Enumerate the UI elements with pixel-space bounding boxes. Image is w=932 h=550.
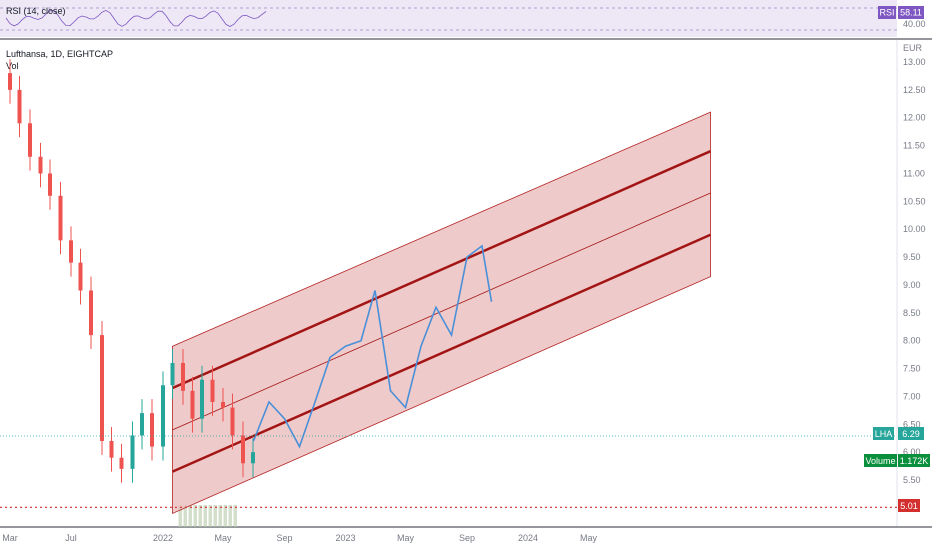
candle-body — [170, 362, 175, 386]
time-tick: Mar — [2, 533, 18, 543]
candle-body — [48, 173, 52, 196]
rsi-label: RSI (14, close) — [6, 6, 66, 16]
time-tick: May — [580, 533, 598, 543]
rsi-value-box — [898, 6, 924, 19]
candle-body — [119, 457, 124, 469]
time-tick: May — [397, 533, 415, 543]
volume-bar — [188, 505, 192, 527]
price-tick: 11.00 — [903, 169, 925, 179]
last-price-box — [898, 427, 924, 440]
price-tick: 13.00 — [903, 57, 926, 67]
volume-bar — [218, 505, 222, 527]
price-tick: 6.00 — [903, 447, 921, 457]
price-axis-unit: EUR — [903, 43, 923, 53]
candle-body — [251, 452, 255, 464]
candle-body — [230, 407, 235, 436]
candlestick-series — [8, 59, 255, 483]
symbol-tag: LHA — [875, 429, 893, 439]
volume-tag: Volume — [865, 456, 895, 466]
volume-bars — [178, 505, 237, 527]
volume-bar — [198, 505, 202, 527]
price-tick: 5.50 — [903, 475, 921, 485]
time-tick: Jul — [65, 533, 77, 543]
price-tick: 7.50 — [903, 364, 921, 374]
price-tick: 6.50 — [903, 419, 921, 429]
volume-bar — [208, 505, 212, 527]
volume-bar — [213, 505, 217, 527]
candle-body — [181, 362, 185, 391]
symbol-tag-box — [873, 427, 894, 440]
rsi-line — [5, 9, 267, 27]
candle-body — [190, 390, 195, 419]
last-price-badges: LHA 6.29 Volume 1.172K 5.01 — [864, 427, 930, 512]
candle-body — [161, 385, 165, 447]
candle-body — [100, 335, 104, 441]
volume-tag-box — [864, 454, 897, 467]
candle-body — [17, 89, 22, 124]
volume-label: Vol — [6, 61, 19, 71]
time-tick: 2022 — [153, 533, 173, 543]
price-tick: 11.50 — [903, 141, 925, 151]
candle-body — [89, 290, 93, 336]
volume-bar — [183, 505, 187, 527]
time-axis[interactable]: Mar Jul 2022 May Sep 2023 May Sep 2024 May — [2, 533, 597, 543]
candle-body — [241, 435, 245, 464]
channel-center-line — [172, 192, 711, 431]
candle-body — [109, 440, 114, 458]
time-tick: 2023 — [335, 533, 355, 543]
candle-body — [78, 262, 83, 291]
price-tick: 8.50 — [903, 308, 921, 318]
price-tick: 7.00 — [903, 391, 921, 401]
channel-upper-line — [171, 150, 712, 390]
time-tick: Sep — [276, 533, 292, 543]
price-tick: 8.00 — [903, 336, 921, 346]
volume-value: 1.172K — [900, 456, 929, 466]
volume-bar — [193, 505, 197, 527]
candle-body — [38, 156, 43, 174]
price-tick: 9.50 — [903, 252, 921, 262]
rsi-pane: RSI (14, close) RSI 58.11 40.00 — [0, 0, 926, 37]
volume-bar — [178, 505, 182, 527]
candle-body — [221, 401, 225, 408]
candle-body — [150, 413, 154, 447]
price-axis[interactable]: 13.00 12.50 12.00 11.50 11.00 10.50 10.00 9.50 9… — [903, 57, 926, 485]
rsi-band — [0, 0, 897, 37]
rsi-value: 58.11 — [900, 8, 922, 18]
low-line-box — [898, 499, 920, 512]
volume-value-box — [898, 454, 930, 467]
rsi-badge: RSI — [879, 8, 894, 18]
candle-body — [69, 240, 73, 263]
candle-body — [140, 413, 144, 436]
volume-bar — [203, 505, 207, 527]
candle-body — [210, 379, 215, 402]
price-tick: 10.50 — [903, 196, 926, 206]
time-tick: 2024 — [518, 533, 538, 543]
volume-bar — [233, 505, 237, 527]
candle-body — [8, 73, 12, 90]
symbol-title: Lufthansa, 1D, EIGHTCAP — [6, 49, 113, 59]
candle-body — [28, 123, 32, 157]
line-series — [252, 244, 493, 449]
time-tick: Sep — [459, 533, 475, 543]
price-tick: 12.00 — [903, 113, 926, 123]
price-tick: 10.00 — [903, 224, 926, 234]
last-price-value: 6.29 — [902, 429, 920, 439]
rsi-tick-40: 40.00 — [903, 19, 926, 29]
volume-bar — [228, 505, 232, 527]
rsi-badge-box — [878, 6, 896, 19]
candle-body — [58, 195, 63, 241]
candle-body — [200, 379, 204, 419]
regression-channel[interactable] — [171, 111, 712, 515]
low-line-value: 5.01 — [900, 501, 918, 511]
price-tick: 9.00 — [903, 280, 921, 290]
time-tick: May — [214, 533, 232, 543]
channel-lower-line — [171, 233, 712, 473]
candle-body — [130, 435, 135, 469]
price-tick: 12.50 — [903, 85, 926, 95]
volume-bar — [223, 505, 227, 527]
